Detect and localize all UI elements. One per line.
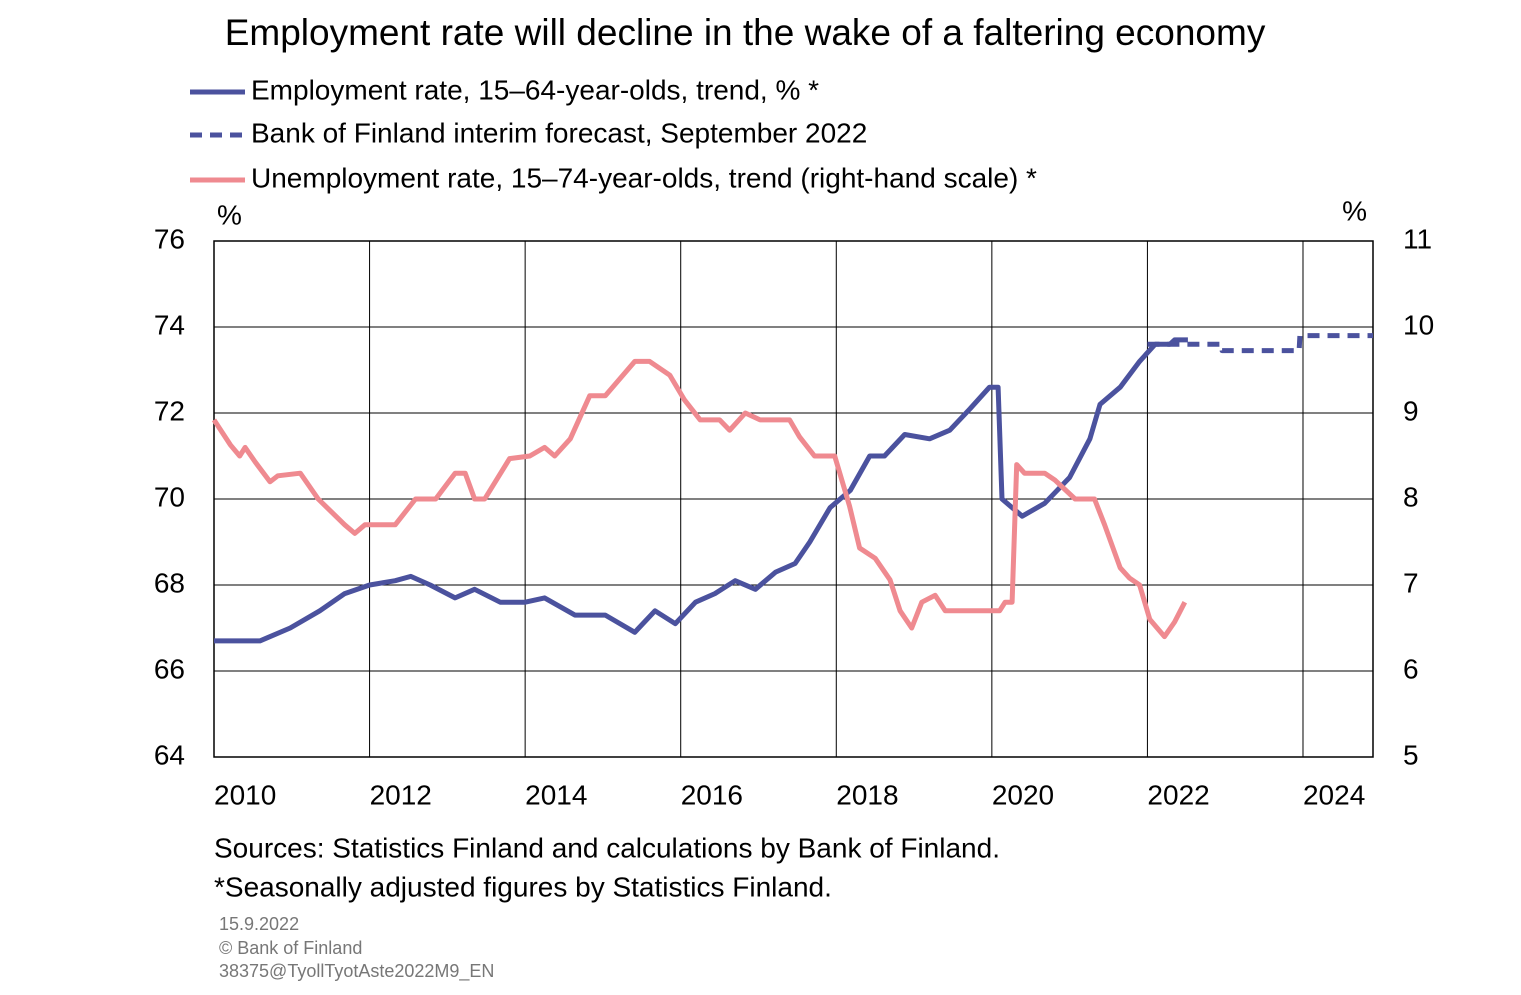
x-tick-label: 2010 <box>214 779 276 810</box>
y2-tick-label: 8 <box>1403 481 1419 512</box>
source-note: *Seasonally adjusted figures by Statisti… <box>214 871 832 902</box>
y2-tick-label: 7 <box>1403 567 1419 598</box>
y-tick-label: 70 <box>154 481 185 512</box>
chart-title: Employment rate will decline in the wake… <box>225 12 1266 53</box>
x-tick-label: 2012 <box>370 779 432 810</box>
plot-frame <box>213 240 1374 758</box>
x-tick-label: 2020 <box>992 779 1054 810</box>
x-tick-label: 2014 <box>525 779 587 810</box>
x-tick-label: 2024 <box>1303 779 1365 810</box>
footer: 38375@TyollTyotAste2022M9_EN <box>219 961 494 982</box>
x-tick-label: 2018 <box>836 779 898 810</box>
series-line <box>1147 333 1373 354</box>
y-tick-label: 72 <box>154 395 185 426</box>
y-unit: % <box>217 199 242 230</box>
y2-tick-label: 6 <box>1403 653 1419 684</box>
x-tick-label: 2022 <box>1147 779 1209 810</box>
source-note: Sources: Statistics Finland and calculat… <box>214 832 1000 863</box>
y2-tick-label: 11 <box>1403 223 1432 254</box>
legend-label: Unemployment rate, 15–74-year-olds, tren… <box>251 162 1037 193</box>
footer: 15.9.2022 <box>219 914 299 934</box>
y-tick-label: 74 <box>154 309 185 340</box>
y2-tick-label: 9 <box>1403 395 1419 426</box>
x-tick-label: 2016 <box>681 779 743 810</box>
legend-label: Bank of Finland interim forecast, Septem… <box>251 117 867 148</box>
y2-tick-label: 5 <box>1403 739 1419 770</box>
y-tick-label: 68 <box>154 567 185 598</box>
y2-tick-label: 10 <box>1403 309 1434 340</box>
series-line <box>214 337 1188 644</box>
y2-unit: % <box>1342 195 1367 226</box>
y-tick-label: 64 <box>154 739 185 770</box>
series-line <box>211 358 1188 640</box>
footer: © Bank of Finland <box>219 938 362 958</box>
y-tick-label: 76 <box>154 223 185 254</box>
legend-label: Employment rate, 15–64-year-olds, trend,… <box>251 74 819 105</box>
y-tick-label: 66 <box>154 653 185 684</box>
